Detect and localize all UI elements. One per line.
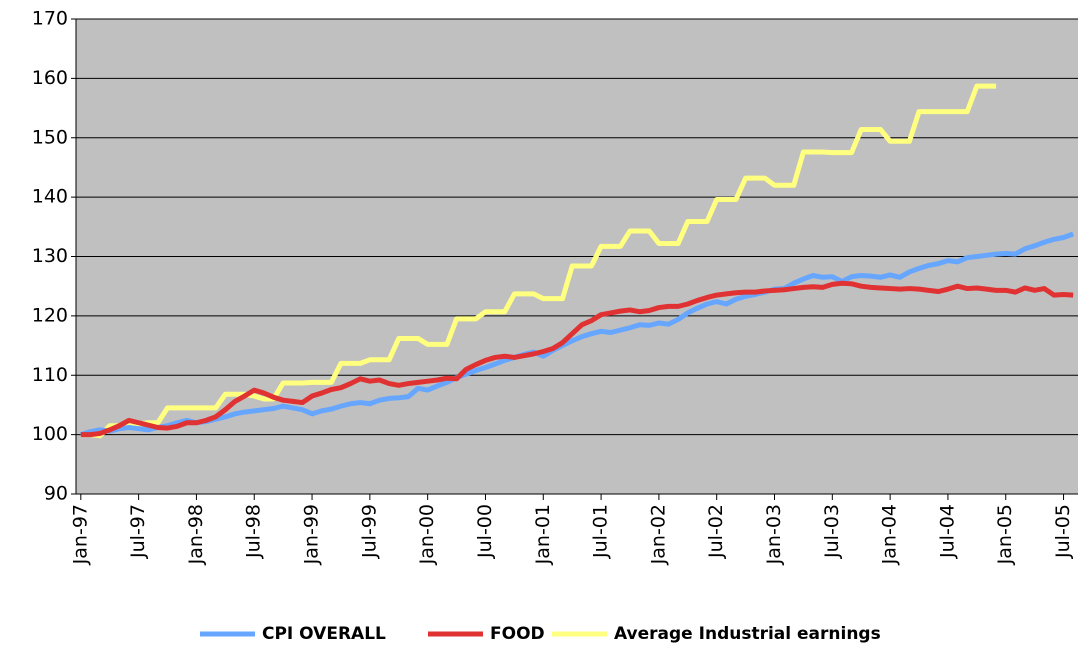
x-tick-label: Jan-02 <box>647 504 669 565</box>
x-tick-label: Jul-98 <box>243 504 265 559</box>
x-tick-label: Jan-04 <box>879 504 901 565</box>
legend-text: FOOD <box>490 624 545 644</box>
y-tick-label: 140 <box>32 186 68 208</box>
y-tick-label: 120 <box>32 304 68 326</box>
line-series <box>80 231 1075 438</box>
x-tick-label: Jul-05 <box>1052 504 1074 559</box>
y-tick-label: 110 <box>32 364 68 386</box>
x-tick-label: Jul-97 <box>127 504 149 559</box>
x-tick-label: Jul-99 <box>358 504 380 559</box>
y-tick-label: 130 <box>32 245 68 267</box>
x-tick-label: Jul-02 <box>705 504 727 559</box>
x-tick-label: Jan-00 <box>416 504 438 565</box>
legend-text: Average Industrial earnings <box>614 624 881 644</box>
y-tick-label: 150 <box>32 126 68 148</box>
line-series <box>80 280 1074 438</box>
y-tick-label: 160 <box>32 67 68 89</box>
x-tick-label: Jan-05 <box>994 504 1016 565</box>
y-tick-label: 90 <box>44 483 68 505</box>
x-tick-label: Jul-01 <box>590 504 612 559</box>
x-tick-label: Jul-04 <box>936 504 958 559</box>
y-tick-label: 170 <box>32 8 68 30</box>
y-tick-label: 100 <box>32 423 68 445</box>
x-tick-label: Jan-99 <box>301 504 323 565</box>
x-tick-label: Jan-03 <box>763 504 785 565</box>
x-tick-label: Jul-03 <box>821 504 843 559</box>
x-tick-label: Jan-97 <box>69 504 91 565</box>
line-series <box>80 83 997 439</box>
x-tick-label: Jul-00 <box>474 504 496 559</box>
x-tick-label: Jan-01 <box>532 504 554 565</box>
legend-text: CPI OVERALL <box>262 624 386 644</box>
x-tick-label: Jan-98 <box>185 504 207 565</box>
